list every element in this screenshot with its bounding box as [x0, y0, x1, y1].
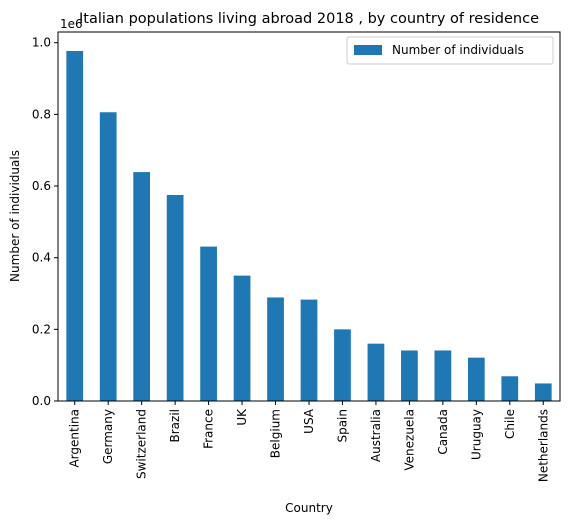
bar-belgium [267, 297, 284, 401]
legend-swatch [354, 45, 382, 55]
legend: Number of individuals [346, 36, 554, 65]
plot-frame [57, 31, 561, 402]
legend-label: Number of individuals [392, 43, 524, 57]
y-tick-label: 0.2 [32, 322, 51, 336]
y-tick-label: 0.8 [32, 107, 51, 121]
y-axis-ticks: 0.0 0.2 0.4 0.6 0.8 1.0 [32, 36, 58, 408]
x-tick-label: Spain [335, 409, 349, 443]
bar-venezuela [401, 350, 418, 401]
bar-netherlands [534, 383, 552, 401]
y-axis-label: Number of individuals [8, 150, 22, 282]
bar-switzerland [133, 172, 151, 401]
bar-spain [334, 329, 351, 401]
x-axis-ticks: Argentina Germany Switzerland Brazil France U… [68, 401, 550, 482]
x-tick-label: Brazil [168, 409, 182, 443]
bar-uruguay [467, 357, 485, 401]
bar-usa [300, 299, 318, 401]
chart-title: Italian populations living abroad 2018 ,… [79, 11, 539, 27]
bar-australia [367, 343, 385, 401]
x-tick-label: Germany [101, 409, 115, 464]
x-axis-label: Country [285, 501, 333, 515]
x-tick-label: USA [302, 408, 316, 434]
bars [66, 50, 552, 402]
x-tick-label: Venezuela [402, 409, 416, 471]
legend-box [346, 36, 554, 65]
x-tick-label: Argentina [68, 409, 82, 468]
bar-brazil [166, 195, 184, 401]
bar-chile [501, 376, 519, 401]
y-tick-label: 0.0 [32, 394, 51, 408]
y-tick-label: 0.6 [32, 179, 51, 193]
x-tick-label: UK [235, 408, 249, 426]
y-offset-label: 1e6 [60, 17, 83, 31]
x-tick-label: Belgium [269, 409, 283, 458]
bar-argentina [66, 50, 84, 402]
y-tick-label: 1.0 [32, 36, 51, 50]
x-tick-label: Australia [369, 409, 383, 462]
bar-france [200, 246, 217, 401]
bar-germany [99, 112, 117, 402]
bar-canada [434, 350, 452, 401]
x-tick-label: Netherlands [536, 409, 550, 482]
plot-area: Argentina Germany Switzerland Brazil France U… [32, 31, 561, 482]
x-tick-label: France [202, 409, 216, 449]
x-tick-label: Switzerland [135, 409, 149, 479]
y-tick-label: 0.4 [32, 251, 51, 265]
bar-uk [233, 275, 251, 401]
x-tick-label: Canada [436, 409, 450, 455]
x-tick-label: Chile [503, 409, 517, 439]
x-tick-label: Uruguay [469, 409, 483, 460]
